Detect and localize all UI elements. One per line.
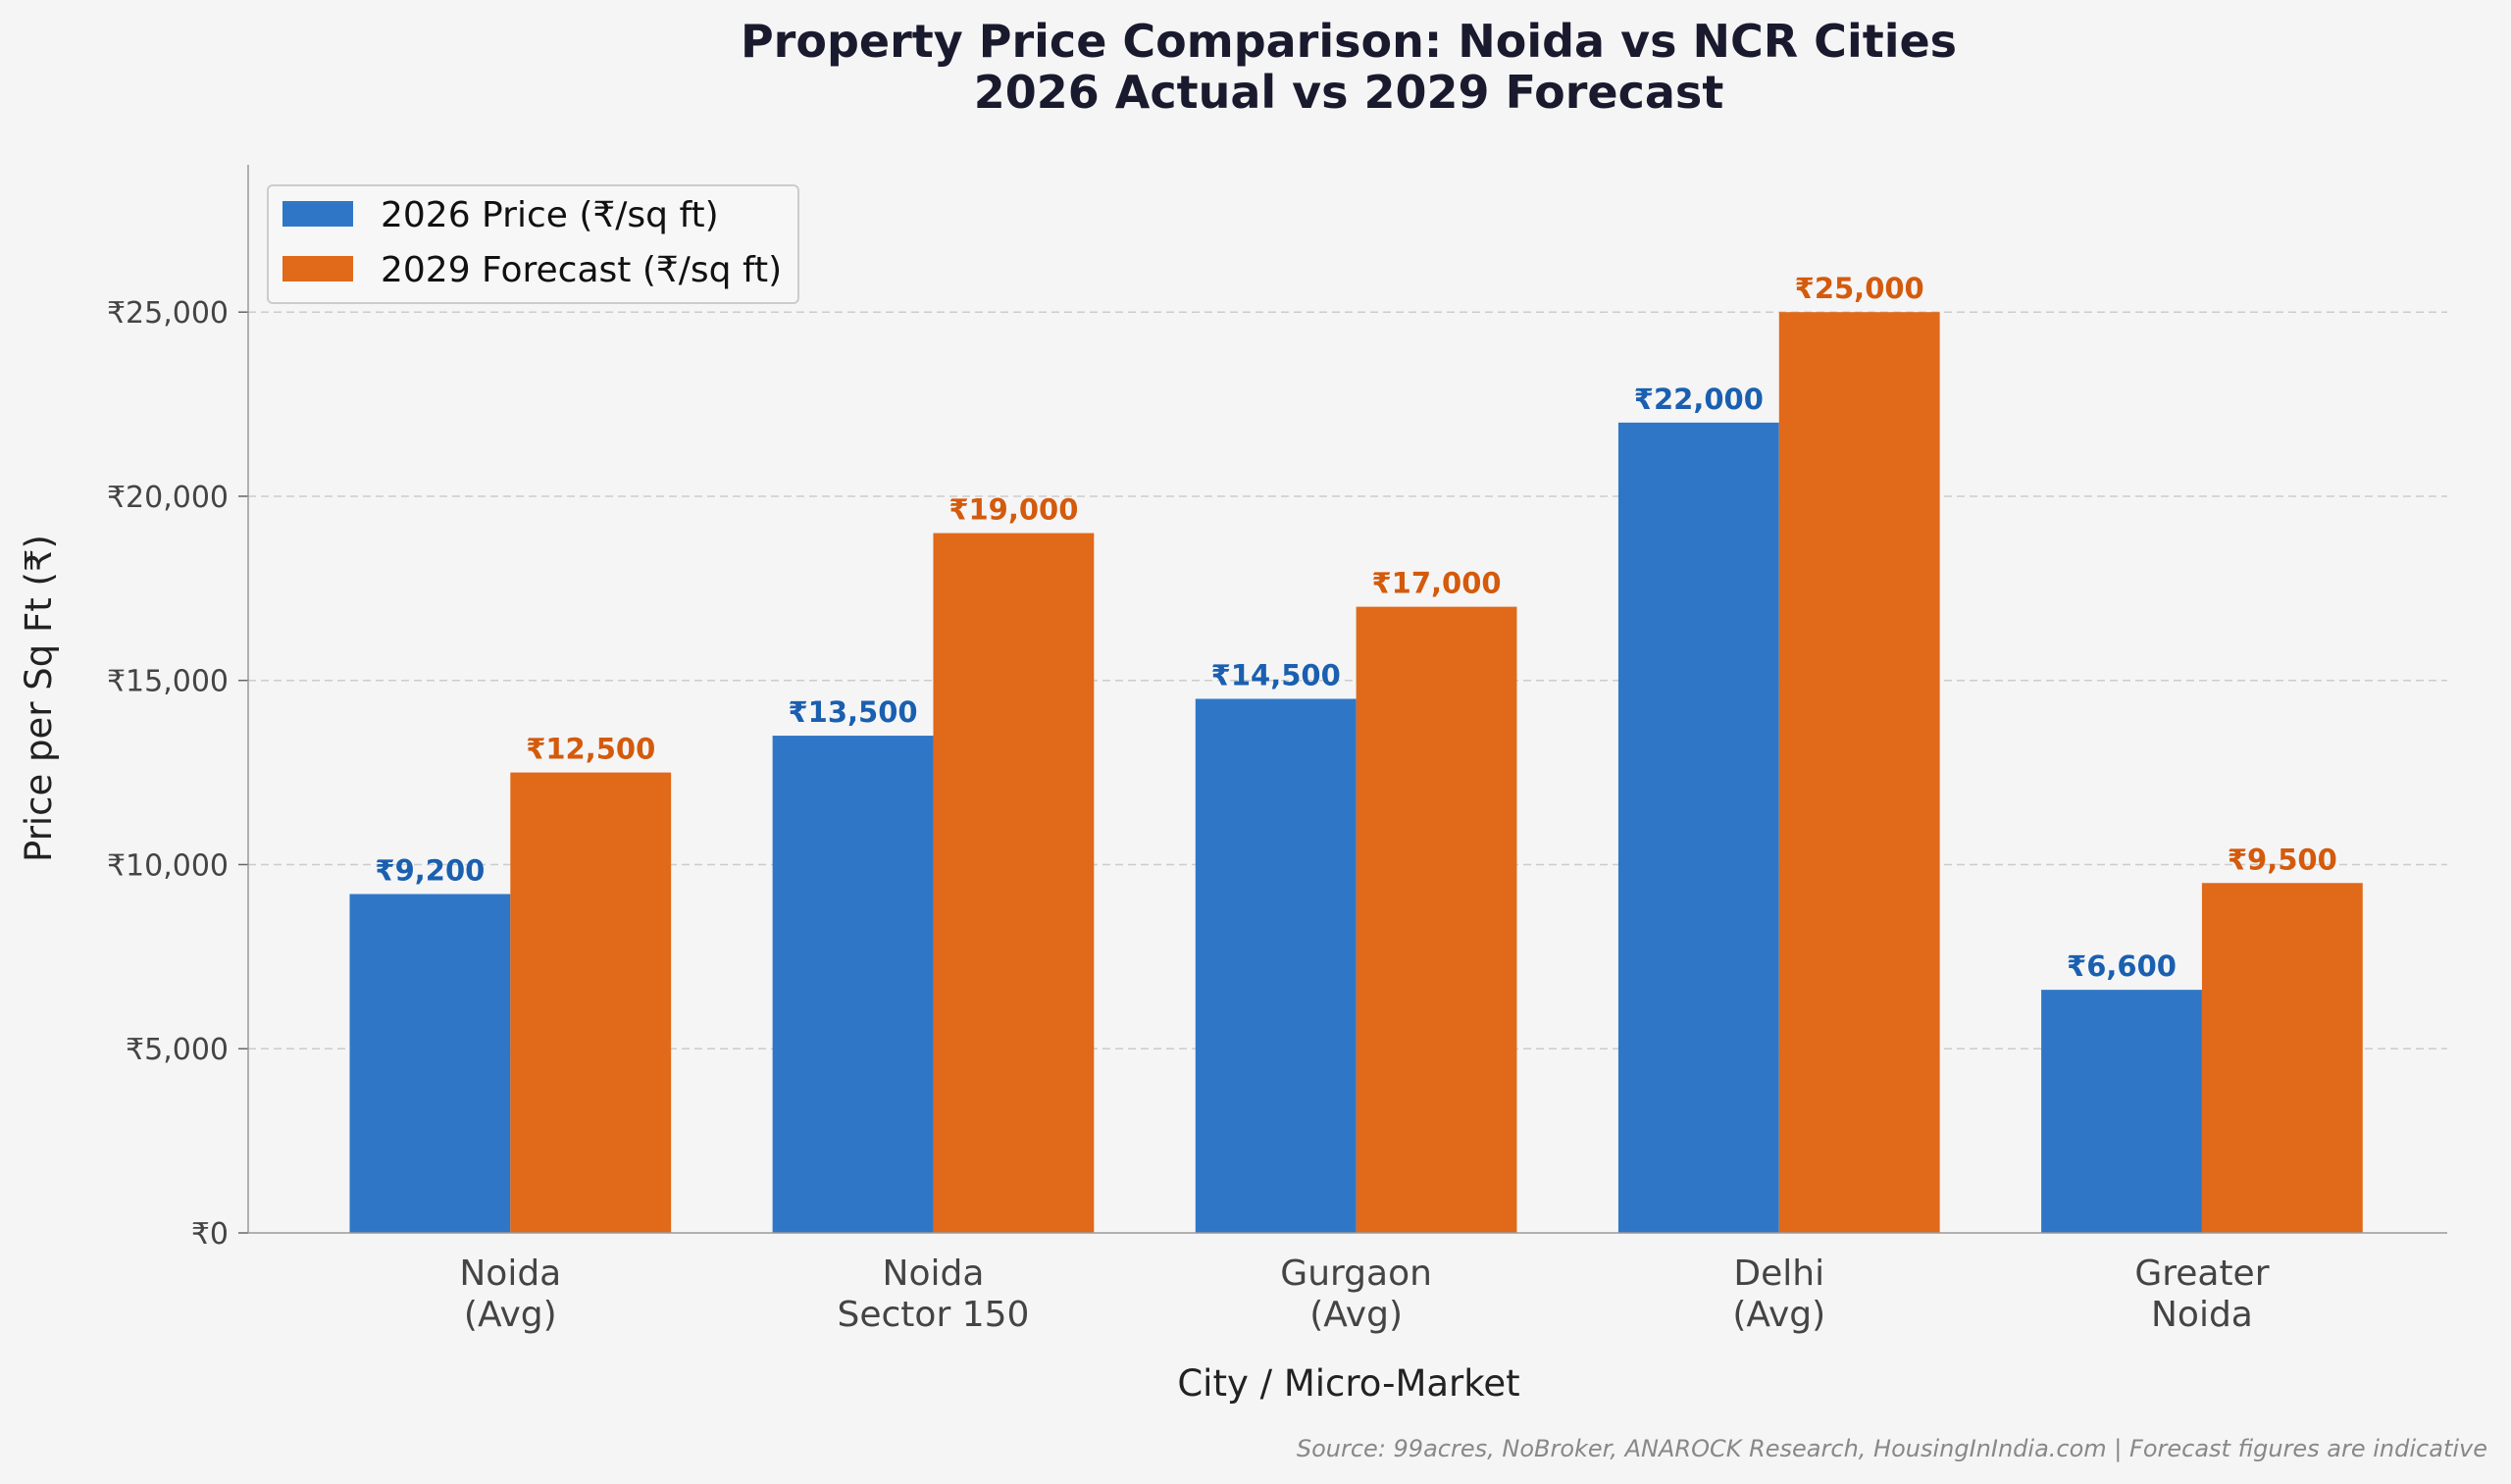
bar-2026-4 <box>2041 990 2202 1233</box>
legend-swatch-2029 <box>282 256 353 281</box>
source-note: Source: 99acres, NoBroker, ANAROCK Resea… <box>1297 1435 2487 1462</box>
chart-subtitle: 2026 Actual vs 2029 Forecast <box>974 66 1724 119</box>
y-tick-label: ₹5,000 <box>126 1033 229 1067</box>
data-label: ₹14,500 <box>1211 659 1341 692</box>
bar-2026-0 <box>349 894 511 1233</box>
legend-label-2029: 2029 Forecast (₹/sq ft) <box>381 250 782 290</box>
data-label: ₹19,000 <box>948 493 1078 527</box>
x-tick-label: Greater Noida <box>2134 1254 2269 1335</box>
data-label: ₹12,500 <box>526 733 655 766</box>
x-tick-label: Noida Sector 150 <box>838 1254 1030 1335</box>
y-axis-ticks: ₹0 ₹5,000 ₹10,000 ₹15,000 ₹20,000 ₹25,000 <box>107 296 248 1252</box>
data-label: ₹17,000 <box>1371 567 1501 600</box>
x-axis-ticks: Noida (Avg) Noida Sector 150 Gurgaon (Avg) Del… <box>459 1254 2269 1335</box>
data-label: ₹13,500 <box>789 695 918 729</box>
y-tick-label: ₹10,000 <box>107 848 229 883</box>
legend-label-2026: 2026 Price (₹/sq ft) <box>381 195 719 235</box>
data-label: ₹25,000 <box>1795 272 1924 305</box>
bar-2029-2 <box>1356 606 1517 1233</box>
bar-2029-0 <box>510 772 672 1233</box>
bar-2029-3 <box>1778 312 1940 1233</box>
legend-box <box>267 184 799 304</box>
data-labels: ₹9,200 ₹12,500 ₹13,500 ₹19,000 ₹14,500 ₹17,00… <box>375 272 2336 983</box>
chart-title: Property Price Comparison: Noida vs NCR … <box>741 15 1957 68</box>
y-tick-label: ₹15,000 <box>107 665 229 699</box>
y-tick-label: ₹20,000 <box>107 481 229 515</box>
y-tick-label: ₹0 <box>191 1217 229 1252</box>
legend-swatch-2026 <box>282 201 353 227</box>
x-axis-label: City / Micro-Market <box>1177 1362 1519 1405</box>
data-label: ₹9,200 <box>375 854 485 888</box>
bar-2026-3 <box>1617 422 1779 1233</box>
data-label: ₹9,500 <box>2228 843 2337 876</box>
bar-2029-1 <box>933 533 1095 1233</box>
x-tick-label: Gurgaon (Avg) <box>1280 1254 1432 1335</box>
y-tick-label: ₹25,000 <box>107 296 229 331</box>
bar-2026-1 <box>772 736 934 1233</box>
bar-2029-4 <box>2201 883 2363 1233</box>
data-label: ₹6,600 <box>2067 949 2177 983</box>
bars <box>349 312 2363 1233</box>
legend: 2026 Price (₹/sq ft) 2029 Forecast (₹/sq… <box>267 184 799 304</box>
data-label: ₹22,000 <box>1634 383 1764 416</box>
bar-2026-2 <box>1195 698 1357 1233</box>
x-tick-label: Noida (Avg) <box>459 1254 561 1335</box>
x-tick-label: Delhi (Avg) <box>1732 1254 1825 1335</box>
y-axis-label: Price per Sq Ft (₹) <box>18 535 60 862</box>
